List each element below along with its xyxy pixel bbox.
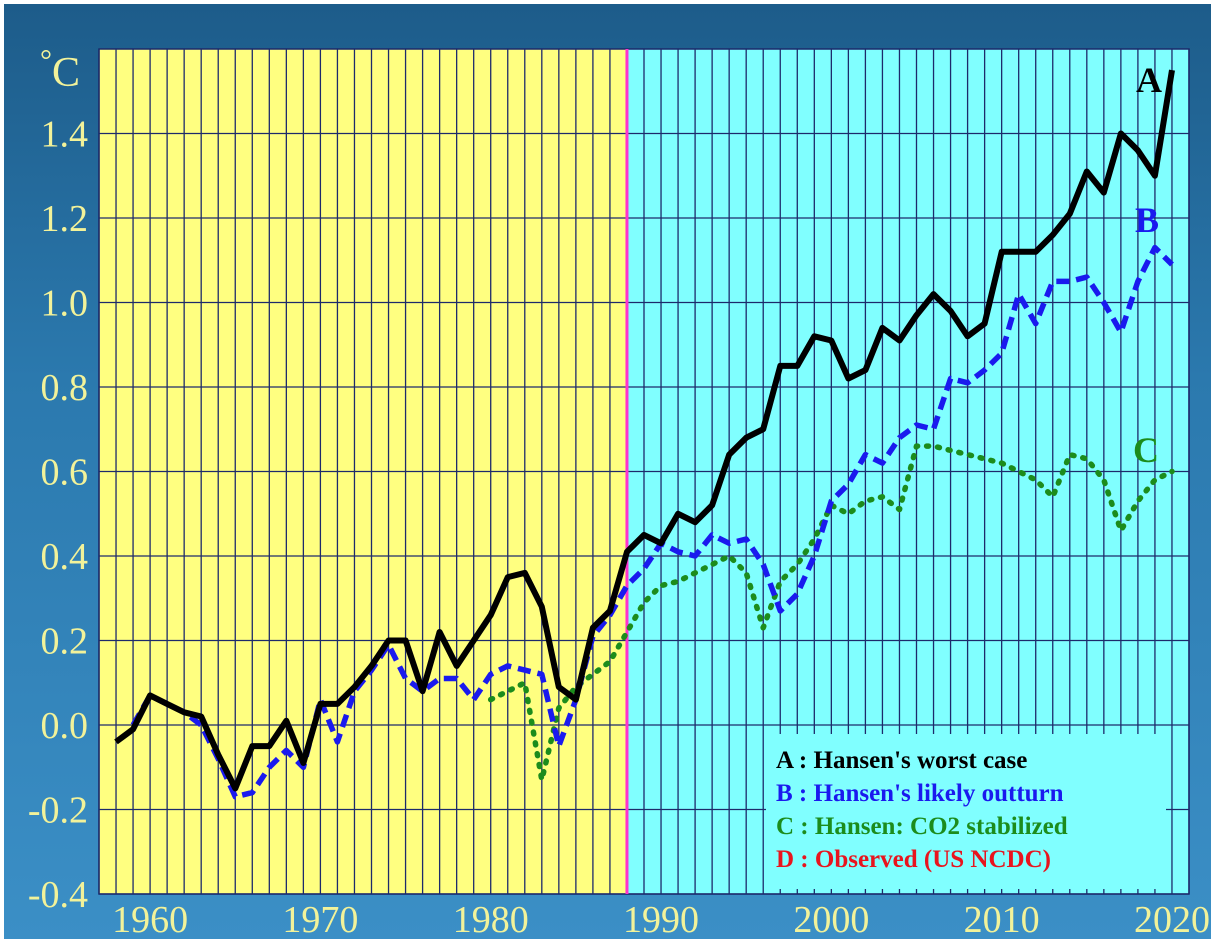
legend-item-b: B : Hansen's likely outturn [776, 780, 1064, 807]
x-tick-labels: 1960 1970 1980 1990 2000 2010 2020 [112, 899, 1210, 941]
y-tick-label: 0.6 [41, 452, 89, 494]
y-tick-label: 0.0 [41, 705, 89, 747]
legend: A : Hansen's worst case B : Hansen's like… [766, 734, 1166, 889]
y-tick-label: 0.2 [41, 621, 89, 663]
x-tick-label: 1960 [112, 899, 188, 941]
series-end-label-c: C [1133, 430, 1159, 470]
x-tick-label: 1970 [282, 899, 358, 941]
series-line-a [114, 69, 1175, 792]
legend-item-c: C : Hansen: CO2 stabilized [776, 813, 1068, 840]
x-tick-label: 2000 [793, 899, 869, 941]
series-end-label-a: A [1136, 60, 1162, 100]
y-tick-label: -0.2 [28, 790, 88, 832]
y-tick-label: -0.4 [28, 874, 88, 916]
y-tick-labels: -0.4 -0.2 0.0 0.2 0.4 0.6 0.8 1.0 1.2 1.4 [28, 114, 88, 917]
legend-item-d: D : Observed (US NCDC) [776, 846, 1051, 873]
legend-item-a: A : Hansen's worst case [776, 747, 1027, 774]
temperature-chart: A B C -0.4 -0.2 0.0 0.2 0.4 0.6 0.8 1.0 1.2 1.4 196… [28, 44, 1210, 941]
series-layer [114, 69, 1175, 800]
y-tick-label: 1.0 [41, 283, 89, 325]
x-tick-label: 1980 [453, 899, 529, 941]
x-tick-label: 2020 [1134, 899, 1210, 941]
x-tick-label: 2010 [964, 899, 1040, 941]
legend-box [766, 734, 1166, 889]
y-tick-label: 1.4 [41, 114, 89, 156]
plot-area-border [98, 48, 1190, 895]
series-end-labels: A B C [1133, 60, 1162, 470]
y-tick-label: 0.8 [41, 367, 89, 409]
x-tick-label: 1990 [623, 899, 699, 941]
y-tick-label: 0.4 [41, 536, 89, 578]
series-end-label-b: B [1135, 200, 1159, 240]
y-axis-unit-label: °C [40, 44, 80, 96]
y-tick-label: 1.2 [41, 198, 89, 240]
